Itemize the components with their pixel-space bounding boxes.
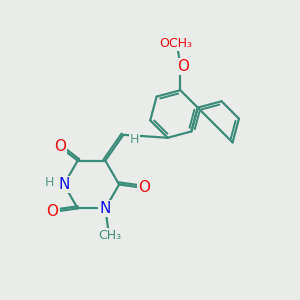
Text: O: O <box>177 59 189 74</box>
Text: O: O <box>46 204 58 219</box>
Text: O: O <box>54 139 66 154</box>
Text: O: O <box>138 180 150 195</box>
Text: CH₃: CH₃ <box>98 229 122 242</box>
Text: N: N <box>100 201 111 216</box>
Text: N: N <box>58 177 70 192</box>
Text: OCH₃: OCH₃ <box>159 37 192 50</box>
Text: H: H <box>130 133 140 146</box>
Text: H: H <box>45 176 54 189</box>
